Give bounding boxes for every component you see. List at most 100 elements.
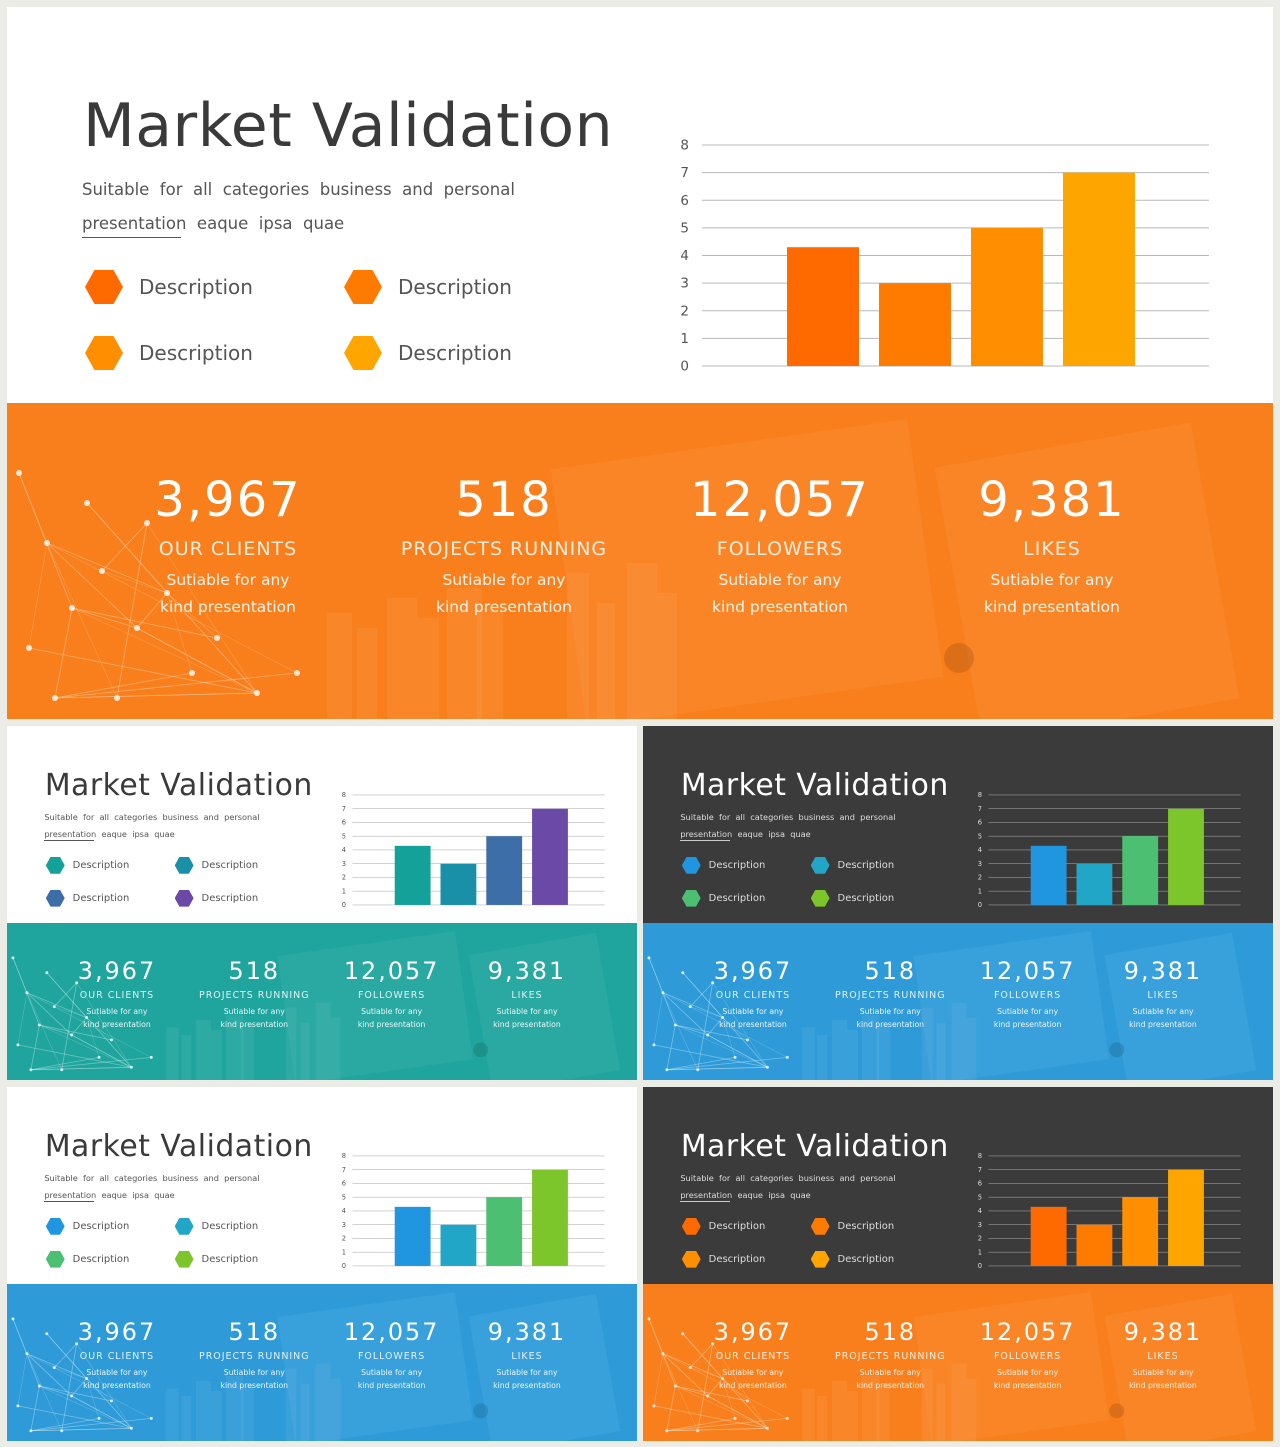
y-tick-label: 7 bbox=[978, 1166, 982, 1174]
stat-description: Sutiable for any kind presentation bbox=[83, 1006, 151, 1030]
network-line bbox=[12, 1318, 40, 1387]
y-tick-label: 8 bbox=[342, 791, 346, 799]
stat-likes: 9,381 LIKES Sutiable for any kind presenta… bbox=[452, 1317, 601, 1393]
network-line bbox=[17, 1044, 132, 1068]
network-line bbox=[18, 472, 73, 609]
stat-our-clients: 3,967 OUR CLIENTS Sutiable for any kind pr… bbox=[78, 469, 378, 621]
background-bar bbox=[327, 613, 352, 719]
network-dot bbox=[70, 1033, 74, 1037]
hexagon-icon bbox=[681, 1217, 701, 1235]
network-line bbox=[653, 1353, 664, 1406]
bar-chart-svg: 0 1 2 3 4 5 6 7 8 bbox=[342, 1152, 606, 1270]
legend-label: Description bbox=[201, 859, 259, 871]
page-title: Market Validation bbox=[680, 767, 949, 803]
y-tick-label: 2 bbox=[978, 873, 982, 881]
network-dot bbox=[149, 1416, 153, 1420]
hexagon-icon bbox=[681, 1250, 701, 1268]
bar-2 bbox=[879, 283, 951, 366]
subtitle-underline bbox=[680, 840, 730, 842]
stat-label: FOLLOWERS bbox=[357, 989, 426, 1001]
stat-value: 12,057 bbox=[979, 956, 1076, 985]
bar-chart-svg: 0 1 2 3 4 5 6 7 8 bbox=[342, 791, 606, 909]
page-title: Market Validation bbox=[680, 1128, 949, 1164]
network-line bbox=[648, 1318, 676, 1387]
y-tick-label: 2 bbox=[978, 1234, 982, 1242]
y-tick-label: 2 bbox=[680, 303, 689, 319]
legend-item: Description bbox=[810, 1217, 894, 1235]
network-dot bbox=[785, 1055, 789, 1059]
stat-value: 518 bbox=[864, 1317, 917, 1346]
hexagon-icon bbox=[681, 889, 701, 907]
subtitle-line: presentation eaque ipsa quae bbox=[680, 1189, 811, 1200]
legend-label: Description bbox=[72, 892, 130, 904]
network-dot bbox=[696, 1068, 700, 1072]
bar-1 bbox=[395, 1206, 431, 1266]
legend-label: Description bbox=[201, 892, 259, 904]
network-line bbox=[666, 1024, 676, 1070]
network-line bbox=[54, 607, 73, 699]
background-bar bbox=[817, 1395, 828, 1441]
page-title: Market Validation bbox=[44, 767, 313, 803]
legend-item: Description bbox=[45, 889, 130, 907]
network-dot bbox=[110, 1399, 113, 1403]
stat-projects-running: 518 PROJECTS RUNNING Sutiable for any kind… bbox=[180, 1317, 329, 1393]
legend-item: Description bbox=[681, 1217, 765, 1235]
slide-blue-light: Market Validation Suitable for all catego… bbox=[7, 1087, 637, 1441]
stat-value: 12,057 bbox=[343, 956, 440, 985]
background-bar bbox=[417, 618, 439, 719]
network-dot bbox=[652, 1404, 656, 1408]
stat-followers: 12,057 FOLLOWERS Sutiable for any kind pre… bbox=[630, 469, 930, 621]
stat-value: 518 bbox=[228, 956, 281, 985]
stat-description: Sutiable for any kind presentation bbox=[993, 1367, 1062, 1391]
y-tick-label: 1 bbox=[978, 887, 982, 895]
y-tick-label: 1 bbox=[978, 1248, 982, 1256]
stat-description: Sutiable for any kind presentation bbox=[984, 571, 1120, 616]
network-line bbox=[136, 627, 258, 694]
background-bar bbox=[847, 1390, 858, 1441]
background-bar bbox=[240, 1386, 254, 1441]
network-line bbox=[71, 1034, 132, 1068]
network-dot bbox=[29, 1429, 33, 1433]
stat-description: Sutiable for any kind presentation bbox=[856, 1367, 925, 1391]
network-dot bbox=[69, 605, 75, 611]
network-line bbox=[136, 627, 258, 694]
subtitle-line: Suitable for all categories business and… bbox=[44, 811, 260, 822]
network-line bbox=[666, 1417, 736, 1432]
bar-3 bbox=[1122, 1196, 1159, 1266]
network-dot bbox=[294, 670, 300, 676]
stat-value: 518 bbox=[455, 472, 553, 528]
background-bar bbox=[876, 1386, 890, 1441]
slide-top-panel: Market Validation Suitable for all catego… bbox=[7, 726, 637, 923]
network-dot bbox=[44, 540, 50, 546]
stat-label: OUR CLIENTS bbox=[79, 1350, 155, 1362]
legend-item: Description bbox=[681, 889, 766, 907]
legend-label: Description bbox=[139, 341, 253, 365]
slide-orange-dark: Market Validation Suitable for all catego… bbox=[643, 1087, 1273, 1441]
stat-value: 3,967 bbox=[77, 1317, 157, 1346]
network-line bbox=[666, 1427, 768, 1432]
legend-label: Description bbox=[72, 1253, 130, 1265]
stat-description: Sutiable for any kind presentation bbox=[220, 1006, 289, 1030]
stat-likes: 9,381 LIKES Sutiable for any kind presenta… bbox=[452, 956, 601, 1032]
network-dot bbox=[785, 1416, 789, 1420]
subtitle-underline bbox=[44, 1201, 94, 1203]
background-bar bbox=[802, 1027, 815, 1080]
y-tick-label: 5 bbox=[978, 832, 982, 840]
legend-label: Description bbox=[708, 892, 766, 904]
subtitle-line: Suitable for all categories business and… bbox=[82, 180, 515, 199]
stat-label: LIKES bbox=[1147, 1350, 1179, 1362]
network-line bbox=[54, 692, 258, 699]
bar-1 bbox=[787, 247, 859, 366]
page-title: Market Validation bbox=[44, 1128, 313, 1164]
stat-description: Sutiable for any kind presentation bbox=[719, 1367, 787, 1391]
slide-top-panel: Market Validation Suitable for all catego… bbox=[7, 7, 1273, 403]
stat-value: 518 bbox=[228, 1317, 281, 1346]
network-dot bbox=[25, 1352, 29, 1356]
network-line bbox=[666, 1056, 736, 1071]
network-line bbox=[12, 1318, 28, 1354]
y-tick-label: 6 bbox=[680, 193, 689, 209]
bar-4 bbox=[532, 808, 569, 905]
y-tick-label: 0 bbox=[978, 901, 982, 909]
y-tick-label: 1 bbox=[342, 887, 346, 895]
legend-label: Description bbox=[201, 1220, 259, 1232]
